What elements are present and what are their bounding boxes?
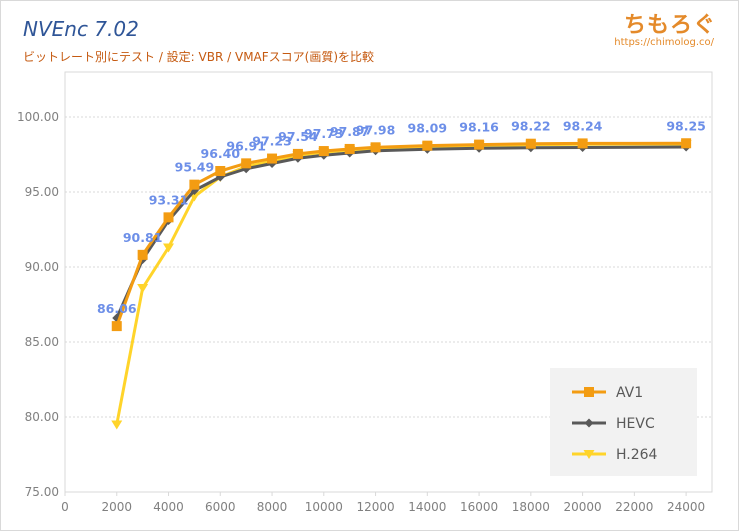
data-label: 97.73 [304,126,344,141]
data-point-av1 [422,140,433,151]
x-tick-label: 0 [61,500,69,514]
data-label: 97.87 [330,124,370,139]
x-tick-label: 2000 [101,500,132,514]
x-tick-label: 16000 [460,500,498,514]
plot-area [64,71,713,493]
data-label: 90.81 [123,230,163,245]
y-tick-label: 90.00 [25,260,59,274]
chart-subtitle: ビットレート別にテスト / 設定: VBR / VMAFスコア(画質)を比較 [23,50,375,64]
brand-url: https://chimolog.co/ [614,37,714,48]
data-label: 98.09 [408,121,448,136]
data-point-av1 [137,249,148,260]
y-tick-label: 95.00 [25,185,59,199]
y-tick-label: 80.00 [25,410,59,424]
data-point-av1 [577,138,588,149]
x-tick-label: 8000 [257,500,288,514]
data-point-av1 [344,143,355,154]
x-tick-label: 20000 [564,500,602,514]
data-point-h264 [163,243,175,253]
legend-marker-h264 [583,450,595,459]
data-point-av1 [525,138,536,149]
data-point-av1 [318,146,329,157]
x-tick-label: 22000 [615,500,653,514]
data-point-av1 [111,321,122,332]
data-label: 98.24 [563,118,603,133]
y-tick-label: 85.00 [25,335,59,349]
data-label: 98.25 [666,118,706,133]
chart-title: NVEnc 7.02 [23,17,139,41]
data-label: 93.31 [149,192,189,207]
legend-label-h264: H.264 [616,447,658,463]
brand-logo: ちもろぐ [623,13,716,38]
x-tick-label: 4000 [153,500,184,514]
data-label: 98.22 [511,119,551,134]
series-line-hevc [115,145,687,319]
y-tick-label: 75.00 [25,485,59,499]
data-point-h264 [137,284,149,293]
x-tick-label: 6000 [205,500,236,514]
data-label: 96.91 [226,138,266,153]
data-point-av1 [370,142,381,153]
x-tick-label: 10000 [305,500,343,514]
data-point-av1 [681,138,692,149]
x-tick-label: 18000 [512,500,550,514]
data-label: 98.16 [459,120,499,135]
legend-label-hevc: HEVC [616,416,655,432]
data-label: 97.54 [278,129,318,144]
data-point-av1 [189,179,200,190]
legend-marker-hevc [584,418,594,428]
x-tick-label: 24000 [667,500,705,514]
data-point-av1 [163,212,174,223]
data-label: 95.49 [175,160,215,175]
y-tick-label: 100.00 [17,110,59,124]
legend-marker-av1 [584,387,594,397]
legend-label-av1: AV1 [616,385,643,401]
data-point-av1 [267,153,278,164]
data-point-av1 [215,166,226,176]
data-label: 97.98 [356,122,396,137]
data-label: 97.23 [252,134,292,149]
x-tick-label: 12000 [356,500,394,514]
data-point-av1 [241,158,252,169]
data-point-h264 [111,420,123,430]
data-point-av1 [474,139,485,150]
data-label: 96.40 [201,146,241,161]
x-tick-label: 14000 [408,500,446,514]
series-line-av1 [115,141,687,327]
data-label: 86.06 [97,301,137,316]
data-point-av1 [292,148,303,159]
